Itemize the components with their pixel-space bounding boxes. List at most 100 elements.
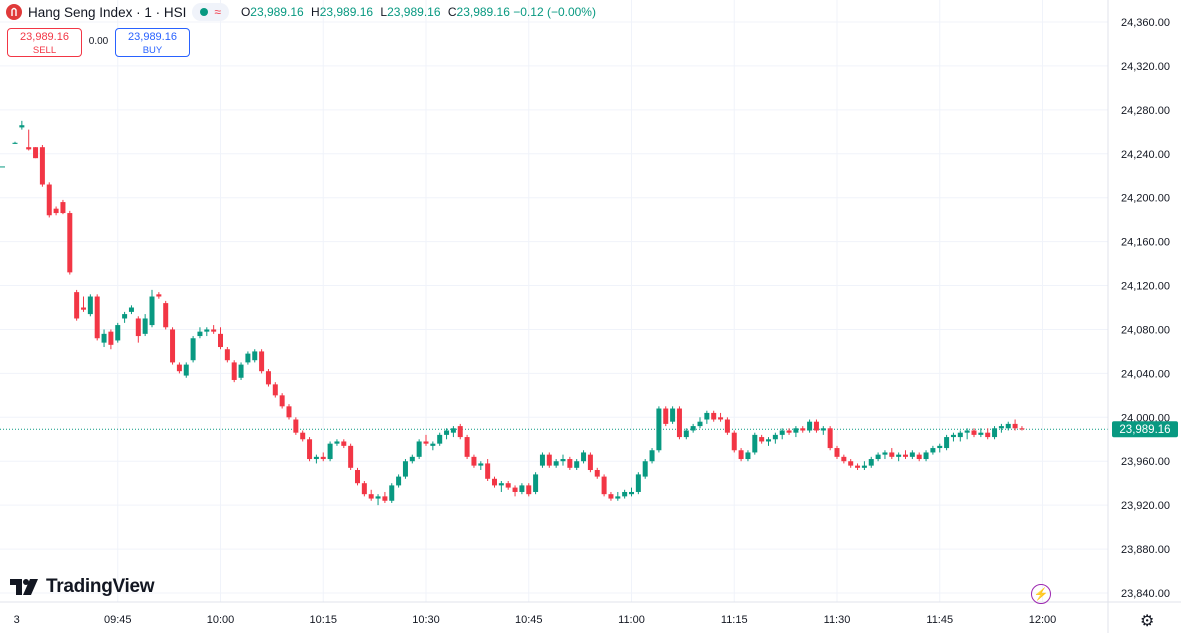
candle bbox=[971, 428, 977, 438]
tradingview-logo-icon bbox=[10, 579, 38, 595]
candle bbox=[238, 362, 244, 380]
candle-body bbox=[601, 476, 607, 495]
candle bbox=[341, 439, 347, 449]
symbol-title[interactable]: Hang Seng Index · 1 · HSI bbox=[28, 4, 187, 20]
x-tick-label: 3 bbox=[14, 614, 20, 626]
sell-button[interactable]: 23,989.16 SELL bbox=[7, 28, 82, 57]
candles bbox=[0, 120, 1025, 506]
candle-body bbox=[615, 496, 621, 499]
tradingview-watermark[interactable]: TradingView bbox=[10, 576, 155, 598]
candle-body bbox=[553, 461, 559, 466]
candle-body bbox=[813, 421, 819, 431]
candle-body bbox=[772, 434, 778, 440]
bolt-icon[interactable]: ⚡ bbox=[1031, 584, 1051, 604]
y-tick-label: 24,240.00 bbox=[1121, 149, 1170, 161]
candle-body bbox=[861, 465, 867, 468]
candle bbox=[793, 426, 799, 438]
candle bbox=[128, 305, 134, 315]
candle-body bbox=[382, 496, 388, 501]
candle-body bbox=[231, 362, 237, 380]
candle-body bbox=[820, 428, 826, 431]
candle-body bbox=[909, 452, 915, 457]
candle bbox=[279, 393, 285, 409]
candle-body bbox=[663, 408, 669, 424]
ohlc-open-value: 23,989.16 bbox=[250, 5, 304, 19]
candle bbox=[820, 426, 826, 435]
candle bbox=[581, 450, 587, 464]
candle bbox=[396, 474, 402, 488]
candle bbox=[53, 206, 59, 216]
candle bbox=[211, 325, 217, 334]
market-status[interactable]: ≈ bbox=[192, 3, 229, 21]
candle-body bbox=[567, 459, 573, 468]
candle-body bbox=[998, 426, 1004, 429]
candle-body bbox=[115, 325, 121, 341]
candle bbox=[464, 434, 470, 460]
candle-body bbox=[505, 483, 511, 488]
candle bbox=[875, 452, 881, 462]
y-tick-label: 23,920.00 bbox=[1121, 500, 1170, 512]
candle-body bbox=[471, 456, 477, 466]
candle-body bbox=[416, 441, 422, 457]
candle-body bbox=[149, 296, 155, 326]
candle bbox=[731, 430, 737, 453]
candle-body bbox=[128, 307, 134, 312]
candle-body bbox=[33, 147, 39, 159]
candle bbox=[231, 360, 237, 383]
candle-body bbox=[622, 491, 628, 497]
candle bbox=[813, 419, 819, 433]
candle bbox=[423, 434, 429, 446]
candle bbox=[348, 443, 354, 471]
candle-body bbox=[430, 443, 436, 446]
candle-body bbox=[265, 371, 271, 385]
candle-body bbox=[81, 307, 86, 310]
candle-body bbox=[293, 419, 299, 433]
time-axis[interactable]: 3 09:45 10:00 10:15 10:30 10:45 11:00 11:15 11:3… bbox=[14, 614, 1057, 626]
candle-body bbox=[560, 459, 566, 462]
candle-body bbox=[629, 491, 634, 495]
candle-body bbox=[868, 459, 874, 466]
candle bbox=[937, 443, 943, 453]
candle-body bbox=[183, 364, 189, 376]
candle bbox=[286, 404, 292, 420]
candle-body bbox=[526, 485, 532, 495]
candle-body bbox=[238, 364, 244, 378]
sell-label: SELL bbox=[32, 45, 57, 56]
candle-body bbox=[889, 452, 895, 457]
y-tick-label: 24,160.00 bbox=[1121, 237, 1170, 249]
candle-body bbox=[12, 142, 18, 144]
candle bbox=[1019, 426, 1025, 431]
buy-button[interactable]: 23,989.16 BUY bbox=[115, 28, 190, 57]
candle-body bbox=[26, 147, 32, 150]
candle bbox=[553, 459, 559, 468]
candle-body bbox=[971, 430, 977, 435]
candle-body bbox=[485, 463, 491, 479]
candle bbox=[697, 417, 703, 429]
candle bbox=[594, 467, 600, 479]
candle bbox=[430, 441, 436, 451]
candle bbox=[389, 483, 395, 503]
candle-body bbox=[704, 412, 710, 420]
candle-body bbox=[635, 474, 641, 492]
candle-body bbox=[594, 470, 600, 477]
candle-body bbox=[848, 461, 854, 466]
candle-body bbox=[122, 314, 128, 319]
candle-body bbox=[272, 384, 278, 396]
candle-body bbox=[320, 456, 326, 460]
candle bbox=[272, 382, 278, 398]
ohlc-low-value: 23,989.16 bbox=[387, 5, 441, 19]
candle bbox=[587, 452, 593, 473]
gear-icon[interactable]: ⚙ bbox=[1140, 613, 1155, 630]
candle bbox=[505, 480, 511, 490]
candle-body bbox=[841, 456, 847, 462]
candle-body bbox=[807, 421, 813, 431]
candle-body bbox=[368, 494, 374, 499]
candle-body bbox=[670, 408, 676, 422]
candle-body bbox=[690, 426, 696, 431]
candle-body bbox=[46, 184, 52, 216]
candle-body bbox=[94, 296, 100, 339]
candle bbox=[957, 430, 963, 442]
candle bbox=[533, 472, 539, 495]
